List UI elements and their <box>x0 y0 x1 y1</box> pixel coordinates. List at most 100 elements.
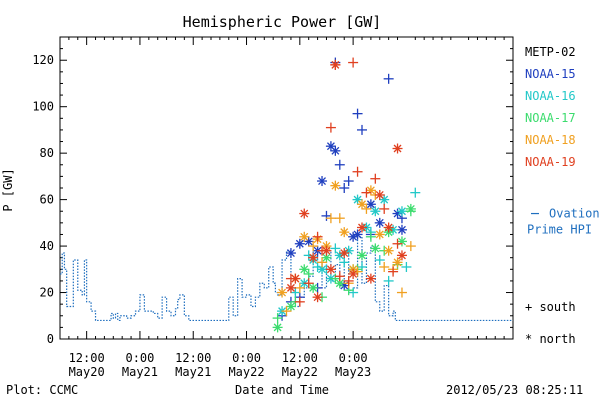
point-south-noaa-15 <box>339 183 350 193</box>
point-north-noaa-16 <box>396 206 407 217</box>
point-north-noaa-18 <box>365 185 376 196</box>
point-north-noaa-19 <box>365 273 376 284</box>
point-south-noaa-17 <box>365 231 376 242</box>
point-south-noaa-18 <box>325 213 336 224</box>
point-south-noaa-19 <box>379 203 390 214</box>
point-north-noaa-17 <box>370 243 381 254</box>
y-tick-label: 20 <box>40 286 54 300</box>
marker-legend-north: * north <box>525 332 576 346</box>
point-south-noaa-19 <box>352 166 363 177</box>
point-south-noaa-16 <box>312 261 323 272</box>
legend-entry-metp-02: METP-02 <box>525 45 576 59</box>
point-south-noaa-16 <box>348 287 359 298</box>
point-north-noaa-19 <box>348 268 359 279</box>
point-north-noaa-15 <box>285 248 296 259</box>
point-north-noaa-19 <box>383 222 394 233</box>
point-south-noaa-16 <box>339 257 350 268</box>
point-north-noaa-18 <box>357 199 367 210</box>
plot-frame <box>59 36 514 340</box>
x-tick-date: May23 <box>335 365 371 379</box>
y-tick-label: 40 <box>40 239 54 253</box>
point-south-noaa-17 <box>330 273 341 284</box>
legend-entry-noaa-19: NOAA-19 <box>525 155 576 169</box>
point-north-noaa-19 <box>299 208 310 219</box>
x-tick-time: 0:00 <box>232 351 261 365</box>
x-axis: 12:00May200:00May2112:00May210:00May2212… <box>59 37 505 379</box>
y-axis-label: P [GW] <box>1 168 15 211</box>
point-south-noaa-16 <box>330 243 341 254</box>
point-north-noaa-18 <box>339 227 350 238</box>
point-north-noaa-18 <box>383 245 394 256</box>
point-north-noaa-19 <box>312 292 323 303</box>
point-north-noaa-17 <box>308 282 319 293</box>
point-south-noaa-19 <box>361 187 372 198</box>
point-north-noaa-18 <box>330 180 341 191</box>
x-tick-time: 12:00 <box>175 351 211 365</box>
point-south-noaa-19 <box>312 231 323 242</box>
point-south-noaa-19 <box>370 173 381 184</box>
ovation-hpi-line: Ovation Prime HPI <box>60 207 600 322</box>
point-north-noaa-19 <box>290 273 301 284</box>
y-axis: 0 20 40 60 80 100 120 <box>32 48 513 346</box>
point-south-noaa-16 <box>357 261 367 272</box>
point-north-noaa-16 <box>370 206 381 217</box>
point-south-noaa-18 <box>379 261 390 272</box>
y-tick-label: 80 <box>40 146 54 160</box>
point-north-noaa-18 <box>392 257 403 268</box>
point-south-noaa-19 <box>388 266 399 277</box>
point-south-noaa-19 <box>348 57 359 68</box>
point-south-noaa-15 <box>383 73 394 84</box>
point-south-noaa-19 <box>334 271 345 282</box>
point-north-noaa-19 <box>325 264 336 275</box>
y-tick-label: 0 <box>47 332 54 346</box>
point-south-noaa-19 <box>343 275 354 286</box>
point-south-noaa-18 <box>334 213 345 224</box>
point-south-noaa-16 <box>290 287 301 298</box>
point-south-noaa-17 <box>272 313 283 324</box>
point-north-noaa-17 <box>396 236 407 247</box>
point-north-noaa-15 <box>317 176 328 187</box>
point-south-noaa-16 <box>303 250 314 261</box>
point-south-noaa-16 <box>383 275 394 286</box>
x-tick-time: 12:00 <box>69 351 105 365</box>
x-tick-date: May20 <box>69 365 105 379</box>
x-tick-time: 0:00 <box>125 351 154 365</box>
point-south-noaa-16 <box>401 261 412 272</box>
point-north-noaa-19 <box>396 250 407 261</box>
point-north-noaa-18 <box>299 231 310 242</box>
point-north-noaa-15 <box>294 238 305 249</box>
x-tick-date: May22 <box>228 365 264 379</box>
point-south-noaa-16 <box>410 187 421 198</box>
point-north-noaa-19 <box>392 143 403 154</box>
x-tick-date: May22 <box>282 365 318 379</box>
point-south-noaa-15 <box>343 176 354 187</box>
point-south-noaa-19 <box>294 296 305 307</box>
satellite-marks <box>272 57 421 333</box>
point-south-noaa-15 <box>334 159 345 170</box>
point-north-noaa-19 <box>321 245 332 256</box>
chart-title: Hemispheric Power [GW] <box>183 13 382 31</box>
legend: METP-02 NOAA-15 NOAA-16 NOAA-17 NOAA-18 NOAA-… <box>525 45 576 346</box>
point-north-noaa-15 <box>352 229 363 240</box>
point-north-noaa-15 <box>365 199 376 210</box>
legend-entry-noaa-17: NOAA-17 <box>525 111 576 125</box>
legend-entry-noaa-18: NOAA-18 <box>525 133 576 147</box>
point-north-noaa-15 <box>330 145 341 156</box>
point-south-noaa-15 <box>321 210 332 221</box>
legend-entry-noaa-16: NOAA-16 <box>525 89 576 103</box>
point-north-noaa-19 <box>285 282 296 293</box>
point-north-noaa-15 <box>396 224 407 235</box>
y-tick-label: 60 <box>40 193 54 207</box>
ovation-step-line <box>60 236 513 322</box>
point-south-noaa-18 <box>405 241 416 252</box>
point-south-noaa-18 <box>361 203 372 214</box>
timestamp: 2012/05/23 08:25:11 <box>446 383 583 397</box>
point-south-noaa-19 <box>392 238 403 249</box>
point-south-noaa-18 <box>308 241 319 252</box>
x-tick-time: 0:00 <box>339 351 368 365</box>
legend-entry-noaa-15: NOAA-15 <box>525 67 576 81</box>
point-south-noaa-18 <box>396 287 407 298</box>
point-south-noaa-15 <box>352 108 363 119</box>
point-north-noaa-18 <box>374 229 385 240</box>
